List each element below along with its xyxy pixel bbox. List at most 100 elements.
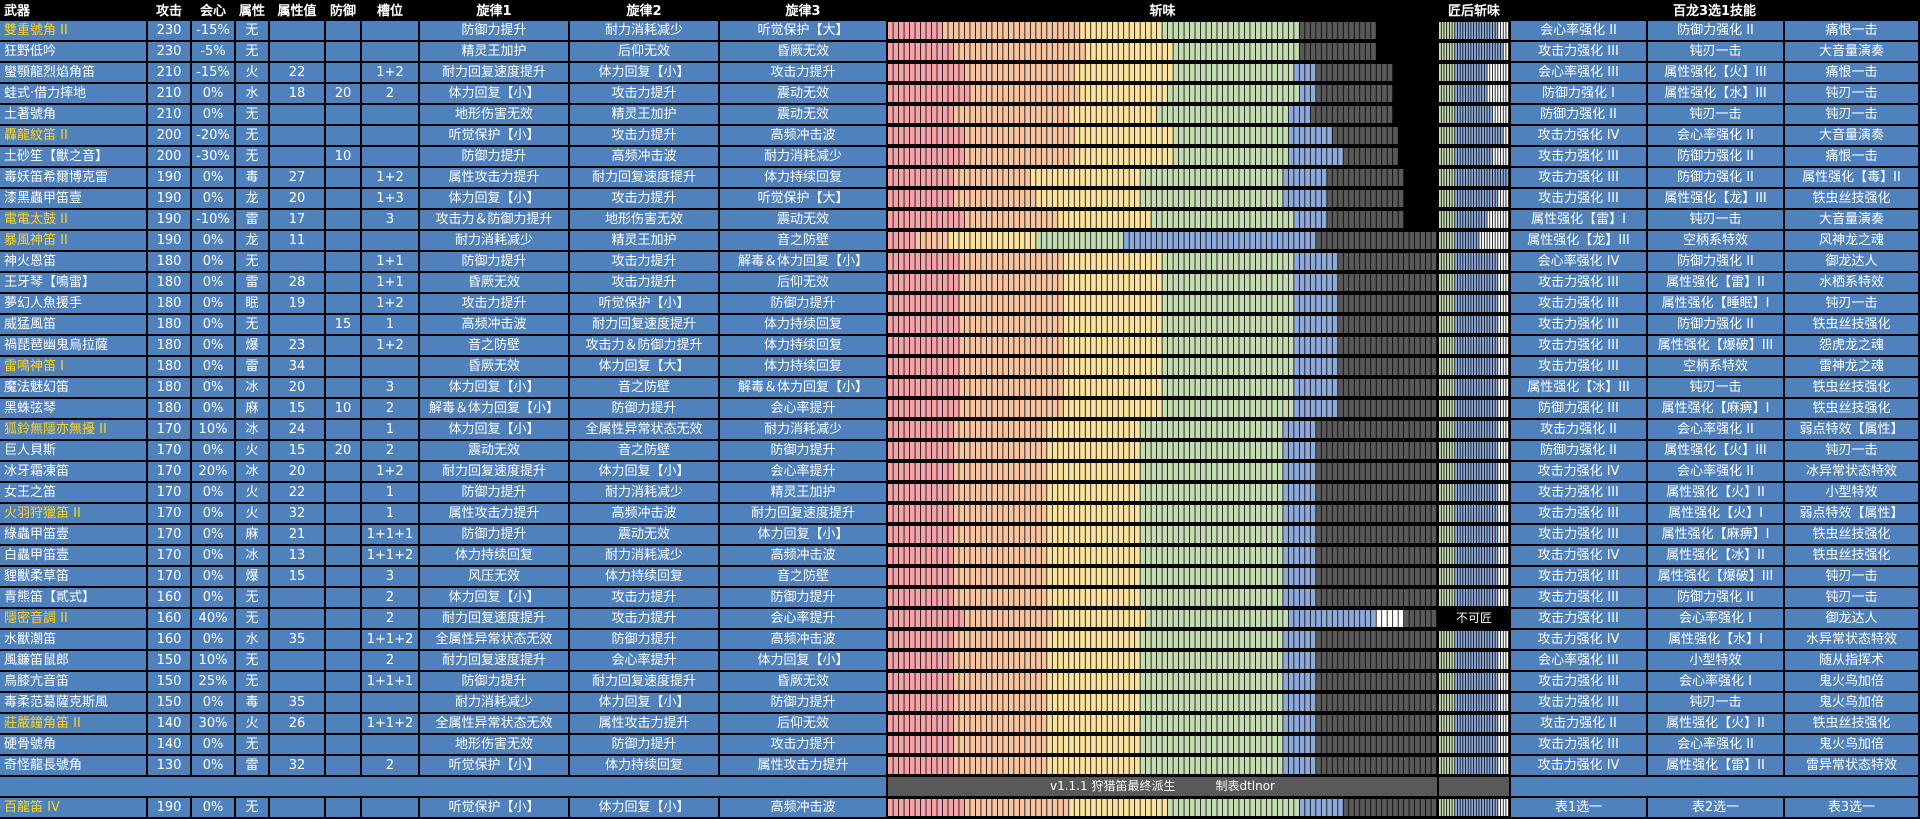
table-row[interactable]: 水獸潮笛 160 0% 水 35 1+1+2 全属性异常状态无效 防御力提升 高频冲击波 攻击力强… <box>0 630 1920 651</box>
table-row[interactable]: 漆黑蟲甲笛壹 190 0% 龙 20 1+3 体力回复【小】 攻击力提升 听觉保护【大】 攻击力强… <box>0 189 1920 210</box>
header-defense[interactable]: 防御 <box>326 0 362 21</box>
post-sharpness-unit <box>1465 442 1468 459</box>
table-row[interactable]: 王牙琴【鳴雷】 180 0% 雷 28 1+1 昏厥无效 攻击力提升 后仰无效 攻击力强化 III… <box>0 273 1920 294</box>
table-row[interactable]: 鳥膝亢音笛 150 25% 无 1+1+1 防御力提升 耐力回复速度提升 昏厥无效 攻击力强化 … <box>0 672 1920 693</box>
sharpness-unit <box>1157 463 1162 480</box>
weapon-name[interactable]: 狂野低吟 <box>0 42 148 63</box>
weapon-name[interactable]: 冰牙霜凍笛 <box>0 462 148 483</box>
weapon-name[interactable]: 蠻顎龍烈焰角笛 <box>0 63 148 84</box>
sharpness-unit <box>1415 442 1420 459</box>
table-row[interactable]: 綠蟲甲笛壹 170 0% 麻 21 1+1+1 防御力提升 震动无效 体力回复【小】 攻击力强化 … <box>0 525 1920 546</box>
weapon-name[interactable]: 白蟲甲笛壹 <box>0 546 148 567</box>
table-row[interactable]: 風鐮笛鼠郎 150 10% 无 2 耐力回复速度提升 会心率提升 体力回复【小】 会心率强化 I… <box>0 651 1920 672</box>
weapon-name[interactable]: 女王之笛 <box>0 483 148 504</box>
weapon-name[interactable]: 轟龍紋笛 II <box>0 126 148 147</box>
sharpness-unit <box>1222 610 1228 627</box>
weapon-name[interactable]: 火羽狩獵笛 II <box>0 504 148 525</box>
weapon-name[interactable]: 土砂笙【獸之音】 <box>0 147 148 168</box>
weapon-name[interactable]: 土著號角 <box>0 105 148 126</box>
table-row[interactable]: 貍獸柔草笛 170 0% 爆 15 3 风压无效 体力持续回复 音之防壁 攻击力强化 III 属性强… <box>0 567 1920 588</box>
sharpness-unit <box>1173 610 1179 627</box>
weapon-name[interactable]: 黑蛛弦琴 <box>0 399 148 420</box>
weapon-name[interactable]: 電電太鼓 II <box>0 210 148 231</box>
weapon-name[interactable]: 暴風神笛 II <box>0 231 148 252</box>
header-rampage[interactable]: 百龙3选1技能 <box>1511 0 1920 21</box>
table-row[interactable]: 蠻顎龍烈焰角笛 210 -15% 火 22 1+2 耐力回复速度提升 体力回复【小】 攻击力提升… <box>0 63 1920 84</box>
table-row[interactable]: 毒柔范葛薩克斯風 150 0% 毒 35 耐力消耗减少 体力回复【小】 防御力提升 攻击力强化 … <box>0 693 1920 714</box>
table-row[interactable]: 魔法魅幻笛 180 0% 冰 20 3 体力回复【小】 音之防壁 解毒＆体力回复【小】 属性强化【… <box>0 378 1920 399</box>
post-sharpness-unit <box>1495 568 1498 585</box>
weapon-name[interactable]: 毒柔范葛薩克斯風 <box>0 693 148 714</box>
weapon-name[interactable]: 漆黑蟲甲笛壹 <box>0 189 148 210</box>
header-melody1[interactable]: 旋律1 <box>420 0 570 21</box>
sharpness-unit <box>1233 253 1239 270</box>
weapon-name[interactable]: 禍琵琶幽鬼烏拉薩 <box>0 336 148 357</box>
header-element[interactable]: 属性 <box>236 0 270 21</box>
weapon-name[interactable]: 雷鳴神笛 I <box>0 357 148 378</box>
table-row[interactable]: 電電太鼓 II 190 -10% 雷 17 3 攻击力＆防御力提升 地形伤害无效 震动无效 属性强… <box>0 210 1920 231</box>
weapon-name[interactable]: 硬骨號角 <box>0 735 148 756</box>
weapon-name[interactable]: 鳥膝亢音笛 <box>0 672 148 693</box>
weapon-name[interactable]: 奇怪龍長號角 <box>0 756 148 777</box>
table-row[interactable]: 女王之笛 170 0% 火 22 1 防御力提升 耐力消耗减少 精灵王加护 攻击力强化 III 属性… <box>0 483 1920 504</box>
weapon-name[interactable]: 隱密音調 II <box>0 609 148 630</box>
table-row[interactable]: 蛙式·借力摔地 210 0% 水 18 20 2 体力回复【小】 攻击力提升 震动无效 防御力强化 … <box>0 84 1920 105</box>
weapon-name[interactable]: 巨人貝斯 <box>0 441 148 462</box>
weapon-name[interactable]: 毒妖笛希爾博克雷 <box>0 168 148 189</box>
table-row[interactable]: 暴風神笛 II 190 0% 龙 11 耐力消耗减少 精灵王加护 音之防壁 属性强化【龙】III… <box>0 231 1920 252</box>
table-row[interactable]: 巨人貝斯 170 0% 火 15 20 2 震动无效 音之防壁 防御力提升 防御力强化 II 属性强化… <box>0 441 1920 462</box>
table-row[interactable]: 狐鈴無隱亦無擾 II 170 10% 冰 24 1 体力回复【小】 全属性异常状态无效 耐力消耗… <box>0 420 1920 441</box>
weapon-name[interactable]: 魔法魅幻笛 <box>0 378 148 399</box>
sharpness-unit <box>1272 715 1277 732</box>
weapon-name[interactable]: 王牙琴【鳴雷】 <box>0 273 148 294</box>
sharpness-unit <box>1371 673 1376 690</box>
table-row[interactable]: 隱密音調 II 160 40% 无 2 耐力回复速度提升 攻击力提升 会心率提升 不可匠 攻击力强… <box>0 609 1920 630</box>
sharpness-unit <box>1321 400 1327 417</box>
header-attack[interactable]: 攻击 <box>148 0 192 21</box>
table-row[interactable]: 毒妖笛希爾博克雷 190 0% 毒 27 1+2 属性攻击力提升 耐力回复速度提升 体力持续回复… <box>0 168 1920 189</box>
header-post-sharpness[interactable]: 匠后斩味 <box>1439 0 1511 21</box>
header-weapon[interactable]: 武器 <box>0 0 148 21</box>
table-row[interactable]: 青熊笛【貳式】 160 0% 无 2 体力回复【小】 攻击力提升 防御力提升 攻击力强化 III… <box>0 588 1920 609</box>
table-row[interactable]: 轟龍紋笛 II 200 -20% 无听觉保护【小】 攻击力提升 高频冲击波 攻击力强化 IV… <box>0 126 1920 147</box>
weapon-name[interactable]: 雙重號角 II <box>0 21 148 42</box>
weapon-name[interactable]: 莊嚴鐘角笛 II <box>0 714 148 735</box>
sharpness-unit <box>1349 400 1354 417</box>
header-melody2[interactable]: 旋律2 <box>570 0 720 21</box>
weapon-name[interactable]: 綠蟲甲笛壹 <box>0 525 148 546</box>
weapon-name[interactable]: 狐鈴無隱亦無擾 II <box>0 420 148 441</box>
table-row[interactable]: 狂野低吟 230 -5% 无精灵王加护 后仰无效 昏厥无效 攻击力强化 III 钝刃一击 大音量… <box>0 42 1920 63</box>
table-row[interactable]: 雙重號角 II 230 -15% 无防御力提升 耐力消耗减少 听觉保护【大】 会心率强化 I… <box>0 21 1920 42</box>
table-row[interactable]: 雷鳴神笛 I 180 0% 雷 34 昏厥无效 体力回复【大】 体力持续回复 攻击力强化 III… <box>0 357 1920 378</box>
header-slots[interactable]: 槽位 <box>362 0 420 21</box>
table-row[interactable]: 土著號角 210 0% 无地形伤害无效 精灵王加护 震动无效 防御力强化 II 钝刃一击 钝刃一… <box>0 105 1920 126</box>
weapon-name[interactable]: 蛙式·借力摔地 <box>0 84 148 105</box>
header-sharpness[interactable]: 斩味 <box>888 0 1439 21</box>
table-row[interactable]: 冰牙霜凍笛 170 20% 冰 20 1+2 耐力回复速度提升 体力回复【小】 会心率提升 攻击力… <box>0 462 1920 483</box>
weapon-name[interactable]: 夢幻人魚援手 <box>0 294 148 315</box>
weapon-name[interactable]: 貍獸柔草笛 <box>0 567 148 588</box>
table-row[interactable]: 威猛風笛 180 0% 无 15 1 高频冲击波 耐力回复速度提升 体力持续回复 攻击力强化 II… <box>0 315 1920 336</box>
table-row[interactable]: 火羽狩獵笛 II 170 0% 火 32 1 属性攻击力提升 高频冲击波 耐力回复速度提升 攻击力… <box>0 504 1920 525</box>
weapon-name[interactable]: 神火恩笛 <box>0 252 148 273</box>
weapon-name[interactable]: 水獸潮笛 <box>0 630 148 651</box>
sharpness-unit <box>1118 232 1124 249</box>
table-row[interactable]: 奇怪龍長號角 130 0% 雷 32 2 听觉保护【小】 体力持续回复 属性攻击力提升 攻击力强化… <box>0 756 1920 777</box>
header-affinity[interactable]: 会心 <box>192 0 236 21</box>
sharpness-unit <box>986 400 992 417</box>
weapon-name[interactable]: 風鐮笛鼠郎 <box>0 651 148 672</box>
table-row[interactable]: 禍琵琶幽鬼烏拉薩 180 0% 爆 23 1+2 音之防壁 攻击力＆防御力提升 体力持续回复 攻击… <box>0 336 1920 357</box>
table-row[interactable]: 黑蛛弦琴 180 0% 麻 15 10 2 解毒＆体力回复【小】 防御力提升 会心率提升 防御力强化… <box>0 399 1920 420</box>
table-row[interactable]: 神火恩笛 180 0% 无 1+1 防御力提升 攻击力提升 解毒＆体力回复【小】 会心率强化 I… <box>0 252 1920 273</box>
weapon-name[interactable]: 青熊笛【貳式】 <box>0 588 148 609</box>
table-row[interactable]: 白蟲甲笛壹 170 0% 冰 13 1+1+2 体力持续回复 耐力消耗减少 高频冲击波 攻击力强化… <box>0 546 1920 567</box>
weapon-name[interactable]: 威猛風笛 <box>0 315 148 336</box>
table-row[interactable]: 硬骨號角 140 0% 无地形伤害无效 防御力提升 攻击力提升 攻击力强化 III 会心率强化… <box>0 735 1920 756</box>
header-melody3[interactable]: 旋律3 <box>720 0 888 21</box>
table-row[interactable]: 土砂笙【獸之音】 200 -30% 无 10 防御力提升 高频冲击波 耐力消耗减少 攻击力强化 … <box>0 147 1920 168</box>
sharpness-unit <box>1409 232 1415 249</box>
table-row[interactable]: 莊嚴鐘角笛 II 140 30% 火 26 1+1+2 全属性异常状态无效 属性攻击力提升 后仰… <box>0 714 1920 735</box>
header-element-value[interactable]: 属性值 <box>270 0 326 21</box>
table-row[interactable]: 夢幻人魚援手 180 0% 眠 19 1+2 攻击力提升 听觉保护【小】 防御力提升 攻击力强化 … <box>0 294 1920 315</box>
sharpness-unit <box>1151 568 1157 585</box>
